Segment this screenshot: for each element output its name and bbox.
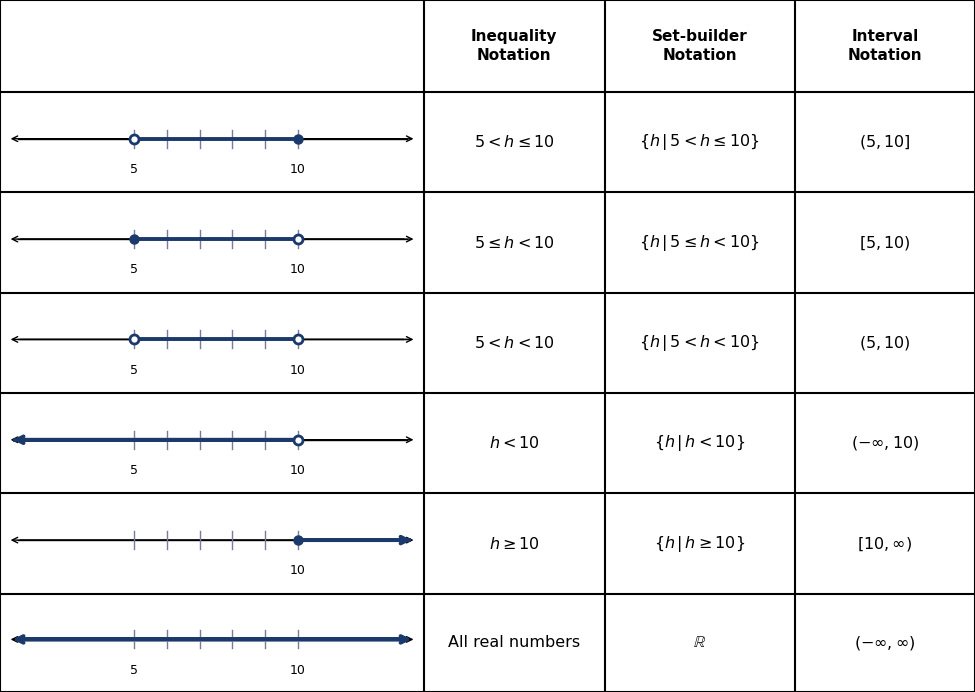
Text: 5: 5 [131, 664, 138, 677]
Text: $[5, 10)$: $[5, 10)$ [859, 233, 911, 252]
Text: 5: 5 [131, 264, 138, 276]
Text: 10: 10 [290, 364, 305, 376]
Text: Set-builder
Notation: Set-builder Notation [651, 28, 748, 64]
Text: $\{h\,|\,5 < h \leq 10\}$: $\{h\,|\,5 < h \leq 10\}$ [639, 132, 760, 152]
Text: $(5, 10]$: $(5, 10]$ [859, 133, 911, 152]
Text: $\{h\,|\,h < 10\}$: $\{h\,|\,h < 10\}$ [654, 433, 745, 453]
Text: $(-\infty, \infty)$: $(-\infty, \infty)$ [854, 634, 916, 652]
Text: 10: 10 [290, 163, 305, 176]
Text: $\{h\,|\,5 \leq h < 10\}$: $\{h\,|\,5 \leq h < 10\}$ [639, 233, 760, 253]
Text: $[10, \infty)$: $[10, \infty)$ [857, 534, 913, 553]
Text: $h < 10$: $h < 10$ [488, 435, 540, 451]
Text: 10: 10 [290, 264, 305, 276]
Text: Interval
Notation: Interval Notation [847, 28, 922, 64]
Text: All real numbers: All real numbers [448, 635, 580, 650]
Text: 5: 5 [131, 464, 138, 477]
Text: 10: 10 [290, 464, 305, 477]
Text: $(5, 10)$: $(5, 10)$ [859, 334, 911, 352]
Text: Inequality
Notation: Inequality Notation [471, 28, 558, 64]
Text: $h \geq 10$: $h \geq 10$ [488, 536, 540, 552]
Text: $5 \leq h < 10$: $5 \leq h < 10$ [474, 235, 555, 251]
Text: $5 < h < 10$: $5 < h < 10$ [474, 335, 555, 351]
Text: $(-\infty, 10)$: $(-\infty, 10)$ [850, 434, 919, 453]
Text: 5: 5 [131, 163, 138, 176]
Text: $\{h\,|\,h \geq 10\}$: $\{h\,|\,h \geq 10\}$ [654, 534, 745, 554]
Text: $\mathbb{R}$: $\mathbb{R}$ [693, 635, 706, 650]
Text: 10: 10 [290, 565, 305, 577]
Text: 10: 10 [290, 664, 305, 677]
Text: $\{h\,|\,5 < h < 10\}$: $\{h\,|\,5 < h < 10\}$ [639, 333, 760, 353]
Text: $5 < h \leq 10$: $5 < h \leq 10$ [474, 134, 555, 150]
Text: 5: 5 [131, 364, 138, 376]
